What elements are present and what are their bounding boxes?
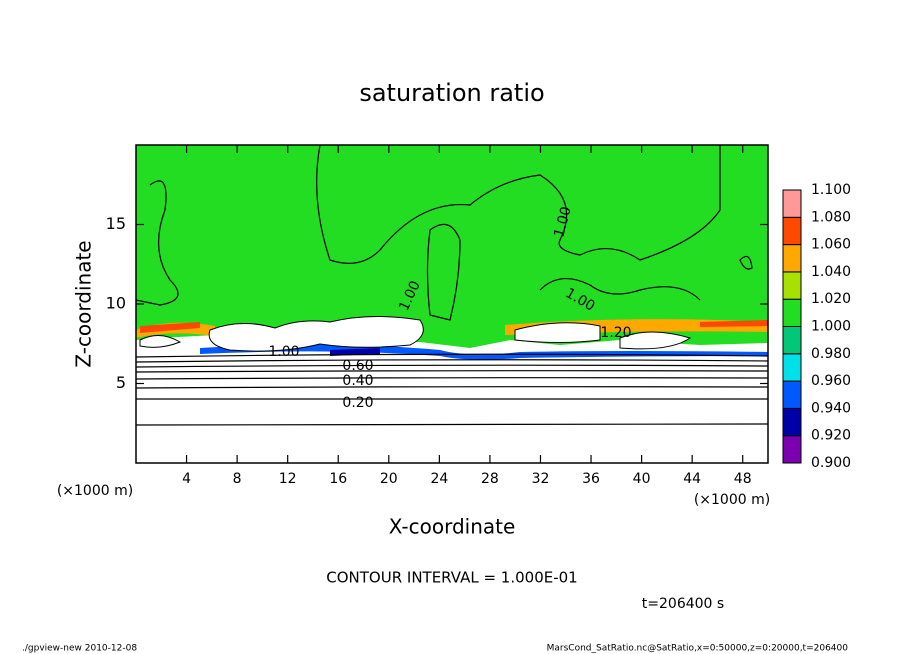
footer-right: MarsCond_SatRatio.nc@SatRatio,x=0:50000,… (547, 644, 849, 654)
colorbar-label: 1.040 (811, 264, 851, 280)
x-tick-label: 20 (380, 471, 398, 487)
colorbar-label: 0.900 (811, 455, 851, 471)
colorbar-box (782, 407, 802, 437)
colorbar-box (782, 298, 802, 328)
time-label: t=206400 s (642, 596, 724, 612)
x-tick-label: 4 (182, 471, 191, 487)
colorbar-label: 0.980 (811, 346, 851, 362)
annotation: CONTOUR INTERVAL = 1.000E-01 (326, 569, 577, 587)
cloud (208, 315, 424, 352)
y-tick-label: 15 (106, 214, 126, 233)
x-tick-label: 16 (329, 471, 347, 487)
colorbar-box (782, 353, 802, 382)
colorbar-label: 1.100 (811, 182, 851, 198)
x-tick-label: 48 (734, 471, 752, 487)
contour-label: 0.40 (342, 373, 373, 389)
colorbar-label: 1.080 (811, 209, 851, 225)
colorbar-box (782, 189, 802, 218)
x-tick-label: 8 (233, 471, 242, 487)
x-tick-label: 36 (582, 471, 600, 487)
contour-label: 1.00 (268, 344, 299, 360)
chart-title: saturation ratio (359, 79, 544, 107)
field-high (140, 322, 200, 333)
footer-left: ./gpview-new 2010-12-08 (22, 644, 137, 654)
x-tick-label: 24 (430, 471, 448, 487)
field (135, 144, 769, 464)
colorbar-box (782, 216, 802, 246)
x-tick-label: 32 (532, 471, 550, 487)
y-axis-label: Z-coordinate (72, 240, 96, 367)
x-tick-label: 40 (633, 471, 651, 487)
colorbar-box (782, 271, 802, 300)
colorbar-label: 0.960 (811, 373, 851, 389)
contour-lines (135, 144, 769, 426)
x-tick-label: 44 (683, 471, 701, 487)
cloud (139, 335, 182, 348)
colorbar-box (782, 326, 802, 355)
colorbar-box (782, 435, 802, 464)
field-high (700, 320, 768, 327)
x-tick-label: 12 (279, 471, 297, 487)
cloud (619, 331, 692, 350)
colorbar-box (782, 244, 802, 273)
contour-label: 0.20 (342, 395, 373, 411)
field-dry (200, 344, 768, 360)
colorbar-label: 1.020 (811, 291, 851, 307)
contour-label: 1.00 (551, 205, 575, 239)
colorbar-box (782, 380, 802, 409)
cloud (514, 322, 601, 343)
colorbar-label: 0.940 (811, 400, 851, 416)
x-tick-label: 28 (481, 471, 499, 487)
contour-label: 1.20 (600, 325, 631, 341)
x-unit: (×1000 m) (694, 492, 770, 508)
x-axis-label: X-coordinate (389, 515, 516, 539)
y-tick-label: 5 (116, 373, 126, 392)
colorbar-label: 1.060 (811, 237, 851, 253)
colorbar-label: 1.000 (811, 319, 851, 335)
y-tick-label: 10 (106, 294, 126, 313)
y-unit: (×1000 m) (57, 483, 133, 499)
contour-label: 0.60 (342, 358, 373, 374)
colorbar-label: 0.920 (811, 428, 851, 444)
